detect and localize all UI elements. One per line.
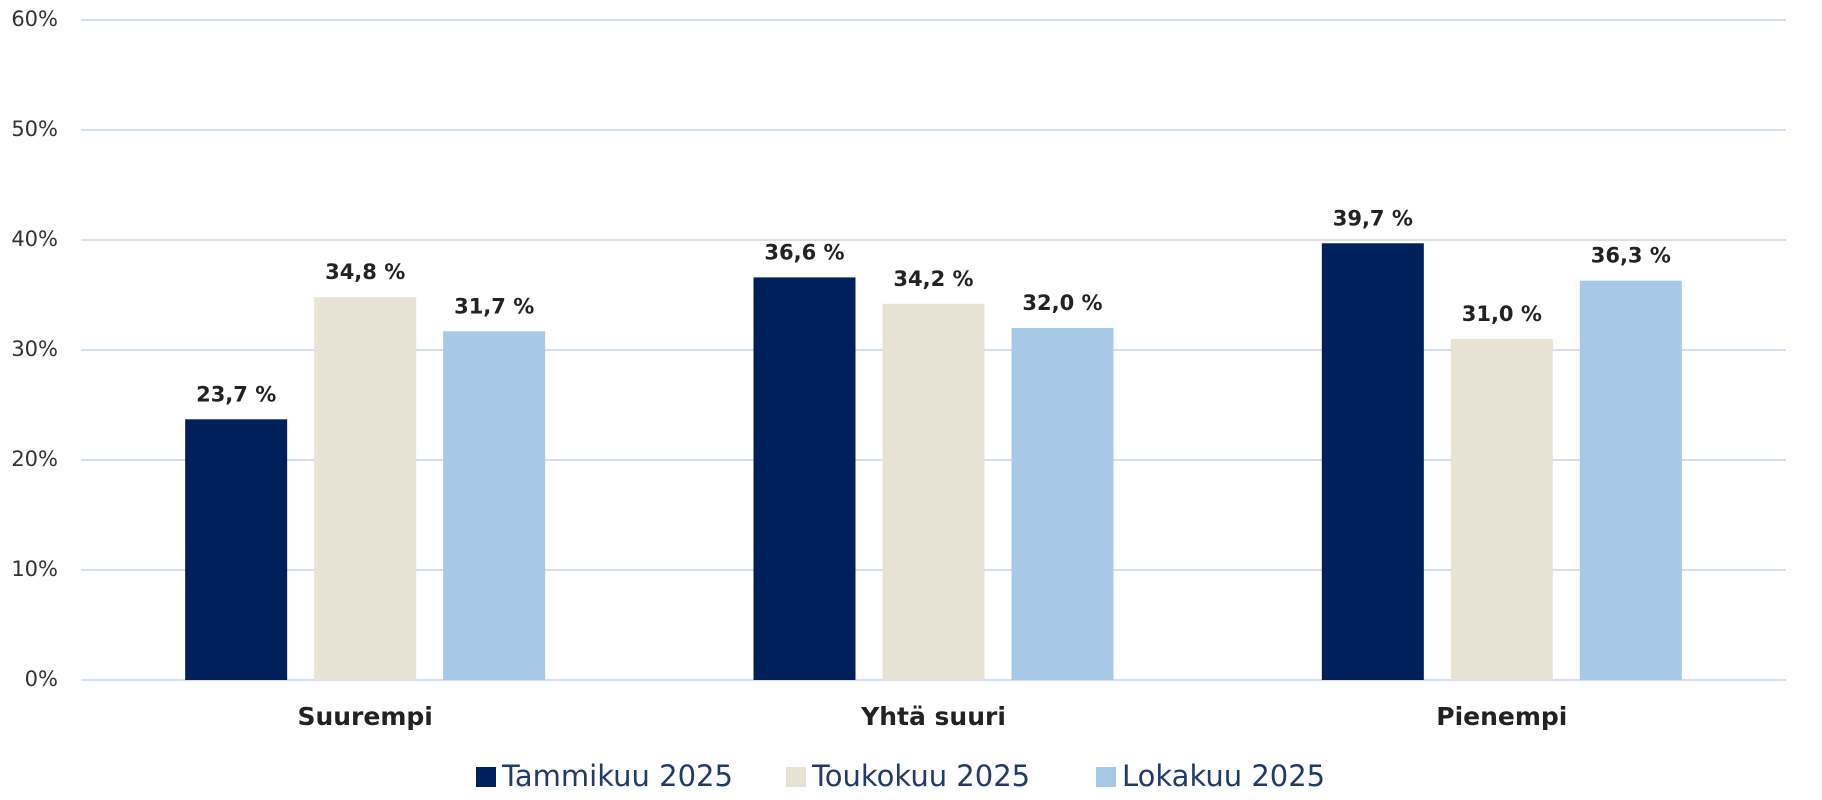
- value-label: 36,3 %: [1591, 244, 1671, 268]
- bar: [185, 419, 288, 680]
- legend-label: Toukokuu 2025: [811, 759, 1030, 793]
- bar: [443, 331, 546, 680]
- y-tick-label: 60%: [11, 7, 58, 31]
- value-label: 32,0 %: [1022, 291, 1102, 315]
- x-tick-label: Pienempi: [1436, 702, 1567, 731]
- y-tick-label: 30%: [11, 337, 58, 361]
- x-tick-label: Yhtä suuri: [860, 702, 1006, 731]
- legend-swatch: [476, 767, 496, 787]
- y-tick-label: 20%: [11, 447, 58, 471]
- value-label: 34,2 %: [893, 267, 973, 291]
- y-tick-label: 50%: [11, 117, 58, 141]
- value-label: 31,0 %: [1462, 302, 1542, 326]
- bar: [753, 277, 856, 680]
- bar: [1579, 280, 1682, 680]
- bar: [1011, 328, 1114, 680]
- legend-swatch: [786, 767, 806, 787]
- bar: [314, 297, 417, 680]
- value-label: 39,7 %: [1333, 206, 1413, 230]
- value-label: 34,8 %: [325, 260, 405, 284]
- legend-swatch: [1096, 767, 1116, 787]
- value-label: 23,7 %: [196, 382, 276, 406]
- y-tick-label: 40%: [11, 227, 58, 251]
- y-tick-label: 10%: [11, 557, 58, 581]
- x-tick-label: Suurempi: [297, 702, 432, 731]
- y-tick-label: 0%: [25, 667, 58, 691]
- bar: [1321, 243, 1424, 681]
- value-label: 36,6 %: [764, 240, 844, 264]
- bar: [882, 303, 985, 680]
- value-label: 31,7 %: [454, 294, 534, 318]
- legend-label: Tammikuu 2025: [501, 759, 733, 793]
- bar: [1450, 339, 1553, 680]
- legend-label: Lokakuu 2025: [1122, 759, 1325, 793]
